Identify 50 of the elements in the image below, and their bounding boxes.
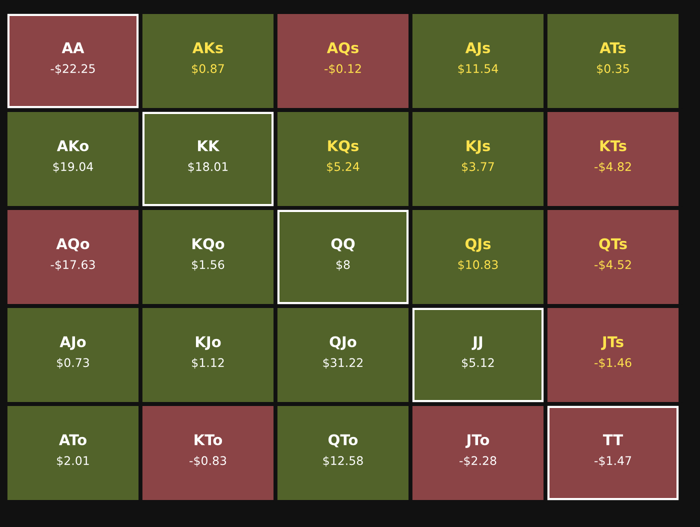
data-label: -$4.52	[594, 260, 631, 271]
data-label: $5.24	[327, 162, 360, 173]
annotation: AQs	[326, 42, 358, 56]
annotation: QJo	[330, 336, 356, 350]
annotation: KK	[198, 140, 220, 152]
data-label: $1.56	[192, 260, 224, 271]
data-label: -$0.12	[324, 64, 361, 75]
annotation: ATs	[600, 42, 626, 54]
data-label: -$17.63	[50, 260, 95, 271]
data-label: $11.54	[458, 64, 498, 75]
data-label: -$22.25	[50, 64, 95, 75]
annotation: AJs	[465, 42, 490, 56]
data-label: $0.87	[192, 64, 224, 75]
data-label: $31.22	[323, 358, 362, 369]
annotation: ATo	[58, 434, 86, 446]
annotation: AKs	[192, 42, 223, 54]
data-label: $8	[336, 260, 350, 271]
data-label: $1.12	[192, 358, 224, 369]
data-label: -$0.83	[190, 456, 226, 467]
data-label: $3.77	[462, 162, 494, 173]
annotation: QQ	[331, 238, 355, 252]
annotation: KJs	[466, 140, 490, 154]
data-label: $19.04	[53, 162, 93, 173]
annotation: QJs	[465, 238, 491, 252]
data-label: $5.12	[462, 358, 494, 369]
data-label: -$4.82	[594, 162, 631, 173]
data-label: $18.01	[188, 162, 228, 173]
annotation: AJo	[60, 336, 86, 350]
data-label: $10.83	[458, 260, 498, 271]
annotation: QTs	[599, 238, 627, 252]
annotation: KQs	[328, 140, 358, 154]
annotation: AKo	[56, 140, 89, 152]
data-label: $2.01	[57, 456, 89, 467]
annotation: JTo	[465, 434, 490, 448]
annotation: KJo	[196, 336, 221, 350]
annotation: KQo	[192, 238, 224, 252]
annotation: AQo	[56, 238, 90, 252]
data-label: -$2.28	[460, 456, 496, 467]
data-label: -$1.46	[594, 358, 632, 369]
annotation: KTo	[194, 434, 222, 446]
annotation: QTo	[328, 434, 358, 448]
annotation: AA	[62, 42, 84, 54]
data-label: $12.58	[323, 456, 363, 467]
annotation: KTs	[600, 140, 626, 152]
annotation: TT	[602, 434, 624, 446]
annotation: JTs	[601, 336, 624, 350]
annotation: JJ	[472, 336, 482, 350]
data-label: $0.35	[597, 64, 629, 75]
data-label: -$1.47	[594, 456, 632, 467]
data-label: $0.73	[57, 358, 89, 369]
